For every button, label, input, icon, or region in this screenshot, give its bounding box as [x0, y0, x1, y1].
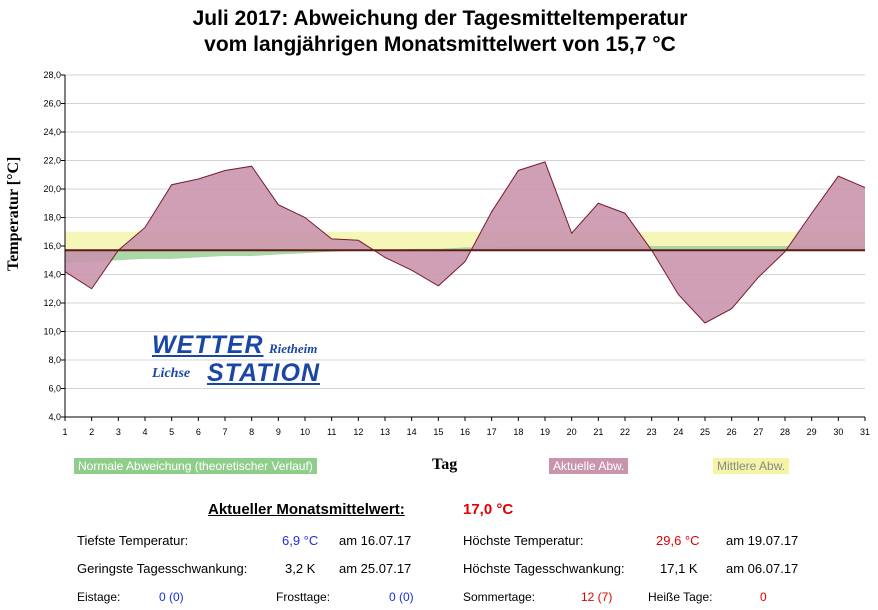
x-tick-label: 28	[780, 427, 790, 437]
x-tick-label: 13	[380, 427, 390, 437]
logo-rietheim: Rietheim	[269, 341, 318, 356]
chart-title-line1: Juli 2017: Abweichung der Tagesmitteltem…	[192, 7, 688, 30]
temperature-deviation-chart: 4,0 6,0 8,0 10,0 12,0 14,0 16,0 18,0 20,0 22,0 24,…	[43, 70, 870, 437]
y-tick-label: 12,0	[43, 298, 61, 308]
y-tick-label: 16,0	[43, 241, 61, 251]
max-temp-label: Höchste Temperatur:	[463, 533, 584, 548]
x-tick-label: 23	[647, 427, 657, 437]
y-tick-label: 10,0	[43, 327, 61, 337]
frost-days-value: 0 (0)	[389, 590, 414, 604]
x-tick-label: 18	[513, 427, 523, 437]
actual-deviation-line	[64, 161, 866, 324]
y-axis-label: Temperatur [°C]	[5, 156, 22, 271]
min-range-date: am 25.07.17	[339, 561, 412, 576]
legend-actual-deviation: Aktuelle Abw.	[549, 458, 629, 474]
x-tick-label: 4	[142, 427, 147, 437]
ice-days-value: 0 (0)	[159, 590, 184, 604]
y-tick-label: 26,0	[43, 99, 61, 109]
chart-title-line2: vom langjährigen Monatsmittelwert von 15…	[204, 33, 676, 56]
x-axis-label: Tag	[432, 456, 458, 473]
x-tick-label: 26	[727, 427, 737, 437]
max-range-date: am 06.07.17	[726, 561, 799, 576]
x-tick-label: 27	[753, 427, 763, 437]
min-range-value: 3,2 K	[285, 561, 316, 576]
hot-days-label: Heiße Tage:	[648, 590, 713, 604]
y-tick-label: 28,0	[43, 70, 61, 80]
logo-station: STATION	[207, 359, 321, 387]
frost-days-label: Frosttage:	[276, 590, 331, 604]
y-tick-label: 8,0	[48, 355, 61, 365]
monthly-mean-label: Aktueller Monatsmittelwert:	[208, 501, 405, 518]
x-tick-label: 1	[62, 427, 67, 437]
x-tick-label: 7	[222, 427, 227, 437]
x-tick-label: 3	[116, 427, 121, 437]
max-range-label: Höchste Tagesschwankung:	[463, 561, 625, 576]
x-tick-label: 12	[353, 427, 363, 437]
actual-deviation-area	[65, 161, 865, 323]
y-tick-label: 20,0	[43, 184, 61, 194]
max-temp-date: am 19.07.17	[726, 533, 799, 548]
x-tick-label: 22	[620, 427, 630, 437]
y-tick-label: 4,0	[48, 412, 61, 422]
x-tick-label: 2	[89, 427, 94, 437]
x-tick-label: 19	[540, 427, 550, 437]
max-temp-value: 29,6 °C	[656, 533, 700, 548]
monthly-mean-value: 17,0 °C	[463, 501, 514, 518]
x-tick-label: 15	[433, 427, 443, 437]
x-tick-label: 25	[700, 427, 710, 437]
x-tick-label: 9	[276, 427, 281, 437]
y-tick-label: 6,0	[48, 384, 61, 394]
min-range-label: Geringste Tagesschwankung:	[77, 561, 248, 576]
x-tick-label: 24	[673, 427, 683, 437]
legend-mean-deviation: Mittlere Abw.	[713, 458, 790, 474]
x-tick-label: 30	[833, 427, 843, 437]
hot-days-value: 0	[760, 590, 767, 604]
x-tick-label: 16	[460, 427, 470, 437]
summer-days-label: Sommertage:	[463, 590, 536, 604]
x-tick-label: 17	[487, 427, 497, 437]
x-tick-label: 20	[567, 427, 577, 437]
x-tick-label: 11	[327, 427, 336, 437]
x-tick-label: 8	[249, 427, 254, 437]
ice-days-label: Eistage:	[77, 590, 121, 604]
y-tick-label: 14,0	[43, 270, 61, 280]
min-temp-date: am 16.07.17	[339, 533, 412, 548]
min-temp-value: 6,9 °C	[282, 533, 319, 548]
x-tick-label: 14	[407, 427, 417, 437]
y-tick-label: 24,0	[43, 127, 61, 137]
max-range-value: 17,1 K	[660, 561, 698, 576]
y-tick-label: 18,0	[43, 213, 61, 223]
logo-wetter: WETTER	[152, 331, 264, 359]
min-temp-label: Tiefste Temperatur:	[77, 533, 189, 548]
x-tick-label: 10	[300, 427, 310, 437]
x-tick-label: 21	[593, 427, 603, 437]
x-tick-label: 6	[196, 427, 201, 437]
y-tick-label: 22,0	[43, 156, 61, 166]
x-tick-label: 31	[860, 427, 870, 437]
legend-normal-deviation: Normale Abweichung (theoretischer Verlau…	[74, 458, 317, 474]
summer-days-value: 12 (7)	[581, 590, 613, 604]
logo-lichse: Lichse	[152, 366, 191, 381]
x-tick-label: 29	[807, 427, 817, 437]
x-tick-label: 5	[169, 427, 174, 437]
